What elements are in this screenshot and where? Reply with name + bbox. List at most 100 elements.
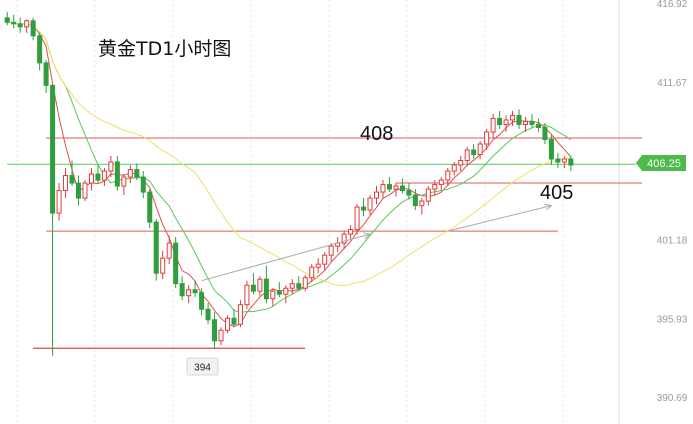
candle-body [257, 278, 263, 292]
trend-arrow-line [201, 233, 371, 282]
candle [445, 168, 451, 187]
candle-body [412, 194, 418, 207]
current-price-label: 406.25 [647, 158, 681, 170]
candle [315, 258, 321, 274]
candle [179, 276, 185, 301]
candle [335, 237, 341, 253]
candle [95, 165, 101, 184]
candle-body [218, 329, 224, 342]
candle-body [127, 169, 133, 178]
candle-body [276, 290, 282, 295]
support-label: 405 [540, 182, 573, 204]
candle [127, 165, 133, 184]
candle-body [237, 304, 243, 325]
candle-body [309, 266, 315, 279]
candle [218, 327, 224, 346]
candle-body [263, 278, 269, 300]
candle-body [373, 191, 380, 199]
candle-body [283, 287, 289, 295]
candle-body [503, 119, 509, 125]
candle [354, 204, 360, 235]
candle [173, 237, 179, 289]
candle-body [95, 173, 101, 181]
moving-averages [7, 21, 572, 328]
candle [302, 274, 308, 292]
candle-body [458, 160, 464, 166]
candle-body [192, 289, 198, 294]
candle [101, 168, 107, 187]
candle [412, 189, 418, 211]
candle [270, 288, 276, 307]
candle-body [438, 179, 444, 186]
candle-body [322, 254, 328, 265]
candle [341, 231, 347, 250]
candle [296, 276, 302, 292]
candle-body [516, 114, 522, 125]
candle [30, 17, 36, 41]
candle [82, 180, 88, 202]
candle-body [315, 263, 321, 268]
candle [406, 183, 412, 200]
candle [134, 163, 140, 181]
candle-body [43, 62, 49, 86]
candle-body [399, 185, 405, 192]
candle-body [160, 257, 166, 274]
candle-body [134, 169, 140, 178]
candle [555, 153, 561, 169]
candle-body [432, 184, 438, 190]
candle-body [510, 114, 516, 121]
candle-body [328, 245, 334, 256]
candle-body [244, 284, 250, 306]
y-tick-label: 416.92 [657, 0, 688, 10]
candle-body [548, 138, 554, 160]
candle [250, 273, 256, 295]
candle [399, 178, 405, 194]
trend-arrow-line [447, 205, 552, 232]
candle [4, 11, 10, 26]
candle-body [302, 277, 308, 289]
chart-grid [16, 0, 620, 424]
candle-body [464, 149, 470, 162]
candle [231, 309, 237, 328]
candle [43, 59, 49, 93]
ma-fast-line [7, 21, 572, 328]
y-tick-label: 390.69 [657, 393, 688, 404]
candle-body [63, 175, 69, 192]
candle-body [75, 182, 82, 199]
candle [367, 195, 373, 215]
candle [69, 160, 75, 187]
candle [386, 177, 392, 193]
candle-body [108, 161, 114, 172]
candle [192, 280, 198, 298]
candle-body [354, 206, 360, 231]
candle [147, 189, 153, 229]
candle [529, 113, 535, 128]
candle-body [522, 120, 529, 125]
candle [108, 156, 114, 178]
candle [477, 140, 483, 160]
low-price-tag: 394 [186, 357, 219, 376]
candle-body [542, 126, 548, 140]
candle-body [380, 184, 386, 193]
candle [510, 110, 516, 126]
candle [237, 300, 243, 328]
candle [205, 303, 211, 325]
candle [451, 162, 457, 176]
candle-body [361, 206, 367, 211]
candle-body [82, 182, 88, 199]
candle [140, 171, 146, 199]
candle [24, 19, 30, 33]
ma-slow-line [7, 21, 571, 287]
candle-body [555, 158, 561, 163]
candle-body [186, 289, 192, 297]
candle-body [147, 191, 153, 223]
y-tick-label: 411.67 [657, 78, 687, 89]
candle [224, 315, 231, 334]
candle [212, 312, 218, 349]
candle [542, 122, 548, 144]
candle [114, 156, 120, 191]
candle [257, 276, 263, 296]
candle [244, 280, 250, 310]
candle [166, 235, 172, 265]
